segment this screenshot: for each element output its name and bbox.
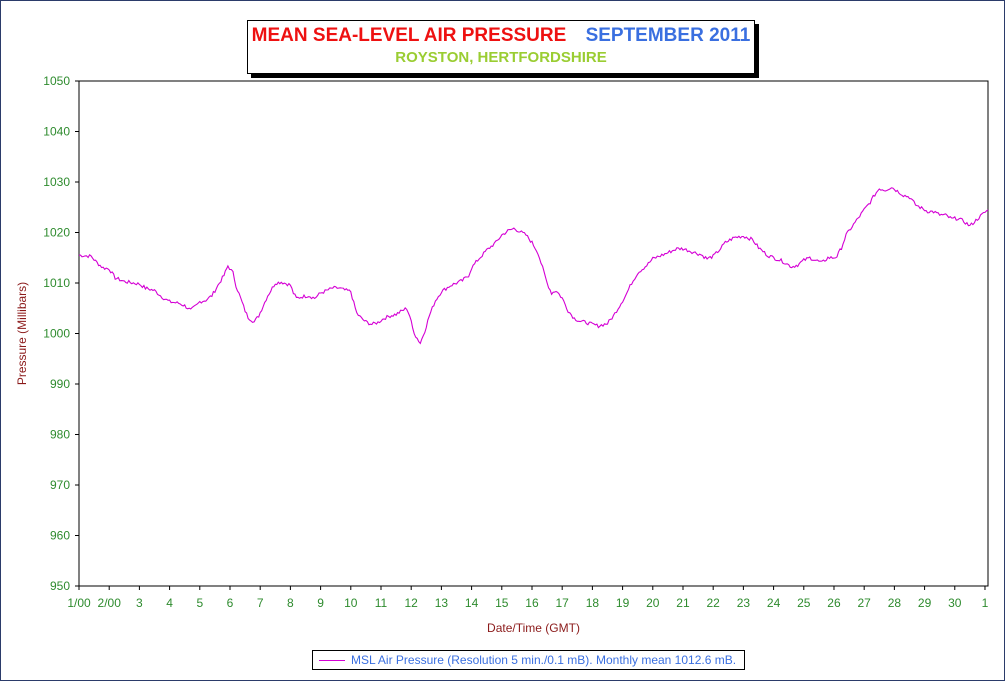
series-line-msl-pressure bbox=[78, 187, 989, 345]
y-tick-label: 970 bbox=[50, 478, 70, 492]
chart-legend: MSL Air Pressure (Resolution 5 min./0.1 … bbox=[312, 650, 745, 670]
x-tick-label: 29 bbox=[918, 596, 932, 610]
legend-swatch-msl bbox=[319, 659, 345, 661]
x-tick-label: 18 bbox=[586, 596, 600, 610]
x-tick-label: 17 bbox=[556, 596, 570, 610]
x-tick-label: 1 bbox=[982, 596, 989, 610]
y-tick-label: 1040 bbox=[43, 125, 70, 139]
y-tick-label: 1030 bbox=[43, 175, 70, 189]
x-tick-label: 25 bbox=[797, 596, 811, 610]
y-tick-label: 960 bbox=[50, 529, 70, 543]
x-tick-label: 22 bbox=[707, 596, 721, 610]
x-tick-label: 11 bbox=[375, 596, 388, 610]
x-tick-label: 10 bbox=[344, 596, 358, 610]
chart-subtitle: ROYSTON, HERTFORDSHIRE bbox=[395, 49, 607, 66]
x-tick-label: 9 bbox=[317, 596, 324, 610]
x-tick-label: 27 bbox=[858, 596, 872, 610]
chart-title-box: MEAN SEA-LEVEL AIR PRESSURE SEPTEMBER 20… bbox=[247, 20, 755, 74]
x-tick-label: 13 bbox=[435, 596, 449, 610]
x-tick-label: 5 bbox=[196, 596, 203, 610]
y-axis-label: Pressure (Millibars) bbox=[15, 282, 29, 385]
plot-area bbox=[78, 80, 989, 587]
y-tick-label: 990 bbox=[50, 377, 70, 391]
y-tick-label: 1020 bbox=[43, 226, 70, 240]
x-tick-label: 19 bbox=[616, 596, 630, 610]
x-tick-label: 1/00 bbox=[67, 596, 91, 610]
y-tick-label: 1000 bbox=[43, 327, 70, 341]
x-tick-label: 4 bbox=[166, 596, 173, 610]
x-tick-label: 12 bbox=[405, 596, 419, 610]
x-tick-label: 2/00 bbox=[98, 596, 122, 610]
y-tick-label: 1010 bbox=[43, 276, 70, 290]
y-tick-label: 950 bbox=[50, 579, 70, 593]
x-tick-label: 23 bbox=[737, 596, 751, 610]
x-tick-label: 24 bbox=[767, 596, 781, 610]
x-tick-label: 15 bbox=[495, 596, 509, 610]
x-tick-label: 21 bbox=[676, 596, 690, 610]
x-tick-label: 7 bbox=[257, 596, 264, 610]
chart-title-period: SEPTEMBER 2011 bbox=[585, 25, 751, 46]
x-tick-label: 28 bbox=[888, 596, 902, 610]
x-tick-label: 3 bbox=[136, 596, 143, 610]
legend-label-msl: MSL Air Pressure (Resolution 5 min./0.1 … bbox=[351, 653, 737, 667]
x-tick-label: 20 bbox=[646, 596, 660, 610]
x-tick-label: 6 bbox=[227, 596, 234, 610]
x-tick-label: 14 bbox=[465, 596, 479, 610]
x-tick-label: 16 bbox=[525, 596, 539, 610]
x-tick-label: 26 bbox=[827, 596, 841, 610]
x-axis-label: Date/Time (GMT) bbox=[487, 621, 580, 635]
y-tick-label: 980 bbox=[50, 428, 70, 442]
chart-title: MEAN SEA-LEVEL AIR PRESSURE bbox=[251, 25, 567, 46]
x-tick-label: 30 bbox=[948, 596, 962, 610]
x-tick-label: 8 bbox=[287, 596, 294, 610]
y-tick-label: 1050 bbox=[43, 74, 70, 88]
